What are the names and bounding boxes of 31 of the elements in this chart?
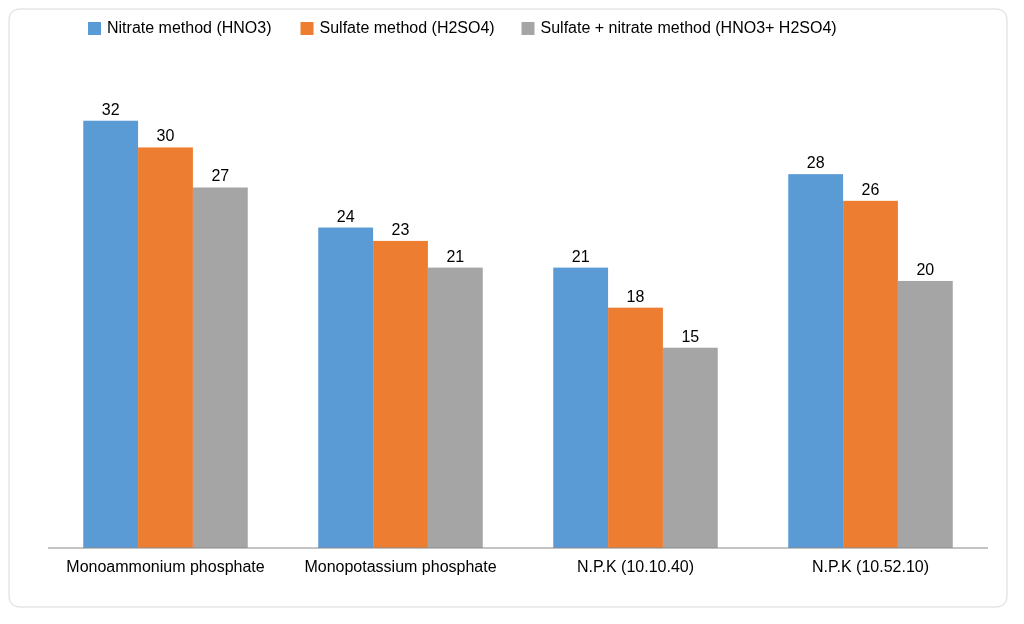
legend-label: Sulfate method (H2SO4) — [319, 19, 495, 36]
bar — [788, 174, 844, 548]
data-label: 18 — [626, 287, 645, 305]
data-label: 30 — [156, 127, 175, 145]
bar — [318, 227, 374, 548]
data-label: 20 — [916, 260, 935, 278]
bar — [192, 187, 248, 548]
data-label: 32 — [101, 100, 120, 118]
bar — [427, 267, 483, 548]
data-label: 21 — [446, 247, 465, 265]
bar — [608, 307, 663, 548]
x-tick-label: N.P.K (10.10.40) — [576, 558, 695, 575]
data-label: 15 — [681, 327, 700, 345]
bar — [662, 347, 718, 548]
bar — [843, 200, 898, 548]
bar — [83, 120, 139, 548]
bar — [373, 240, 428, 548]
x-tick-label: Monopotassium phosphate — [304, 558, 497, 575]
bar — [138, 147, 193, 548]
x-tick-label: N.P.K (10.52.10) — [811, 558, 930, 575]
data-label: 23 — [391, 220, 410, 238]
data-label: 28 — [806, 154, 825, 172]
data-label: 21 — [571, 247, 590, 265]
legend-label: Sulfate + nitrate method (HNO3+ H2SO4) — [540, 19, 837, 36]
x-tick-label: Monoammonium phosphate — [66, 558, 265, 575]
bar — [553, 267, 609, 548]
data-label: 26 — [861, 180, 880, 198]
data-label: 24 — [336, 207, 355, 225]
bar — [897, 280, 953, 548]
legend-label: Nitrate method (HNO3) — [107, 19, 272, 36]
data-label: 27 — [211, 167, 230, 185]
